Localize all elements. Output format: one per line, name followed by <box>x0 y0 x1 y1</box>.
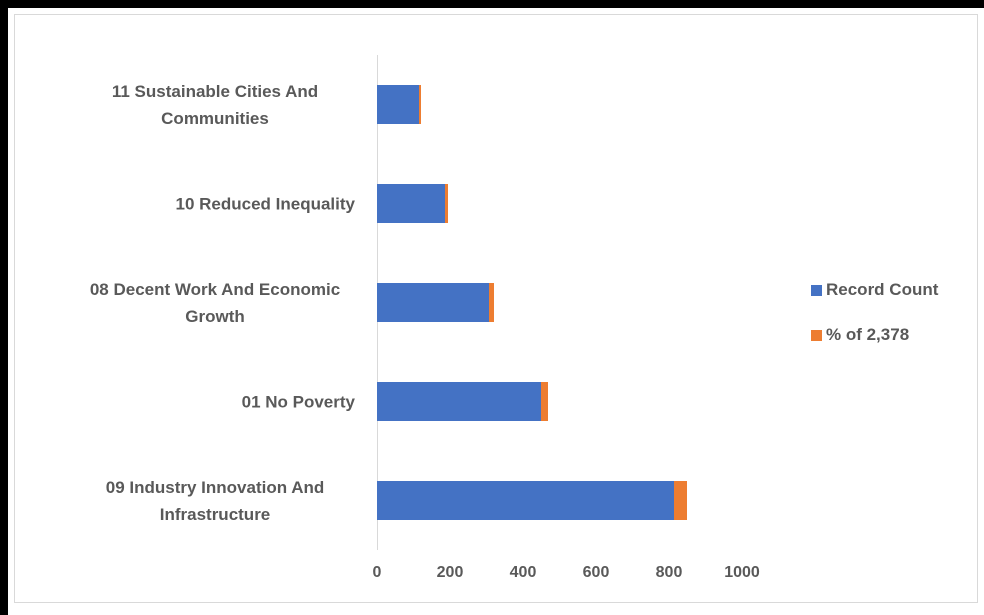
y-tick-label-box: 01 No Poverty <box>55 388 355 415</box>
x-tick-label: 800 <box>655 564 683 581</box>
bar-segment <box>377 481 675 520</box>
x-tick-label: 0 <box>372 564 382 581</box>
legend-label: % of 2,378 <box>826 325 910 344</box>
y-tick-label: 11 Sustainable Cities And Communities <box>111 81 319 128</box>
bar-segment <box>377 184 445 223</box>
chart: 0 200 400 600 800 1000 11 Sustainable Cities A… <box>14 14 978 603</box>
x-tick-label: 600 <box>582 564 610 581</box>
y-tick-label-box: 09 Industry Innovation And Infrastructur… <box>55 474 355 528</box>
frame: 0 200 400 600 800 1000 11 Sustainable Cities A… <box>8 8 984 615</box>
bar-segment <box>489 283 494 322</box>
x-tick-label: 1000 <box>724 564 760 581</box>
bar-segment <box>377 85 419 124</box>
y-tick-label: 09 Industry Innovation And Infrastructur… <box>105 477 325 524</box>
y-tick-label: 10 Reduced Inequality <box>175 194 356 213</box>
bar-segment <box>377 382 541 421</box>
bar-segment <box>418 85 421 124</box>
bar-segment <box>674 481 687 520</box>
x-tick-label: 400 <box>509 564 537 581</box>
bar-segment <box>540 382 548 421</box>
y-tick-label-box: 08 Decent Work And Economic Growth <box>55 276 355 330</box>
bar-segment <box>444 184 448 223</box>
bar-segment <box>377 283 490 322</box>
y-tick-label: 08 Decent Work And Economic Growth <box>89 279 341 326</box>
legend-swatch <box>811 330 822 341</box>
legend-label: Record Count <box>826 280 939 299</box>
y-tick-label: 01 No Poverty <box>241 392 355 411</box>
y-tick-label-box: 11 Sustainable Cities And Communities <box>55 78 355 132</box>
x-tick-label: 200 <box>436 564 464 581</box>
legend-swatch <box>811 285 822 296</box>
y-tick-label-box: 10 Reduced Inequality <box>55 190 356 217</box>
